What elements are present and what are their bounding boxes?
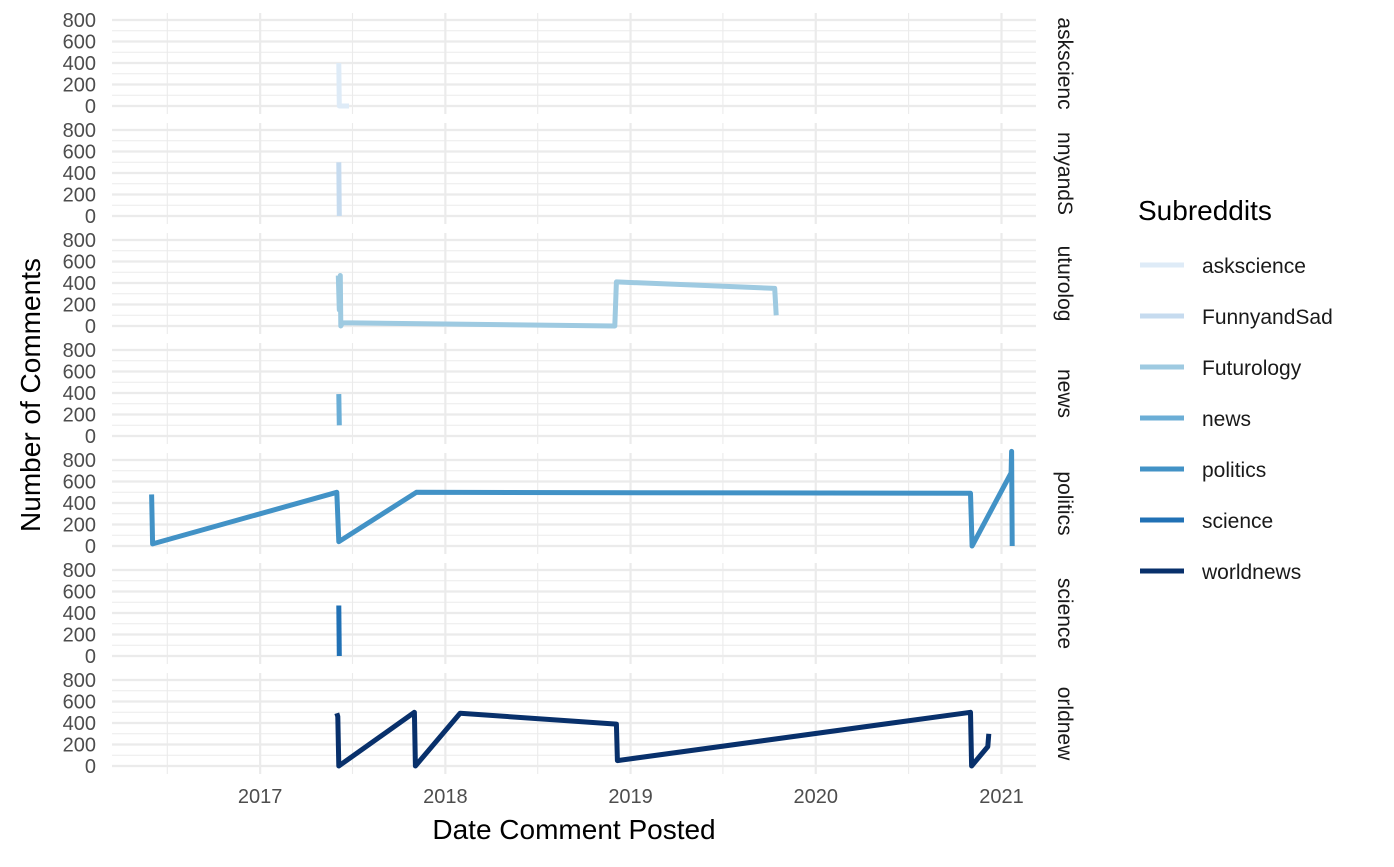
- strip-label-worldnews: orldnew: [1053, 687, 1076, 761]
- y-tick-label: 600: [63, 472, 96, 494]
- series-line-FunnyandSad: [336, 162, 342, 217]
- y-tick-label: 800: [63, 450, 96, 472]
- x-tick-label: 2021: [979, 786, 1024, 808]
- y-tick-label: 400: [63, 53, 96, 75]
- x-axis-title: Date Comment Posted: [432, 814, 715, 845]
- series-line-science: [336, 605, 342, 657]
- y-tick-label: 600: [63, 252, 96, 274]
- series-line-Futurology: [335, 273, 779, 329]
- y-tick-label: 200: [63, 185, 96, 207]
- series-line-askscience: [336, 62, 349, 109]
- strip-label-askscience: askscienc: [1053, 17, 1076, 109]
- strip-label-Futurology: uturolog: [1053, 246, 1076, 322]
- strip-label-FunnyandSad: nnyandS: [1053, 132, 1076, 215]
- y-tick-label: 200: [63, 405, 96, 427]
- y-tick-label: 800: [63, 670, 96, 692]
- legend-label-politics: politics: [1202, 459, 1266, 482]
- legend-label-news: news: [1202, 408, 1251, 431]
- series-line-news: [336, 394, 342, 426]
- y-axis-title: Number of Comments: [15, 258, 46, 532]
- legend-label-science: science: [1202, 510, 1273, 533]
- y-tick-label: 800: [63, 120, 96, 142]
- x-tick-labels: 2017 2018 2019 2020 2021: [238, 786, 1024, 808]
- y-tick-label: 600: [63, 362, 96, 384]
- y-tick-label: 200: [63, 515, 96, 537]
- strip-label-news: news: [1053, 369, 1076, 418]
- y-tick-label: 600: [63, 692, 96, 714]
- legend-label-askscience: askscience: [1202, 255, 1306, 278]
- y-tick-label: 600: [63, 32, 96, 54]
- legend-label-worldnews: worldnews: [1201, 561, 1301, 584]
- series-layer: [149, 62, 1015, 769]
- y-tick-label: 600: [63, 142, 96, 164]
- y-tick-label: 400: [63, 603, 96, 625]
- strip-label-politics: politics: [1053, 471, 1076, 535]
- y-tick-label: 0: [85, 426, 96, 448]
- legend-title: Subreddits: [1138, 195, 1272, 226]
- y-tick-label: 0: [85, 646, 96, 668]
- legend-label-Futurology: Futurology: [1202, 357, 1302, 380]
- y-tick-label: 0: [85, 756, 96, 778]
- y-tick-label: 800: [63, 340, 96, 362]
- grid-layer: [112, 13, 1036, 774]
- x-tick-label: 2017: [238, 786, 283, 808]
- y-tick-label: 800: [63, 230, 96, 252]
- y-tick-label: 600: [63, 582, 96, 604]
- y-tick-label: 0: [85, 536, 96, 558]
- series-line-worldnews: [334, 709, 992, 769]
- series-line-politics: [149, 448, 1015, 549]
- y-tick-label: 800: [63, 560, 96, 582]
- x-tick-label: 2019: [608, 786, 653, 808]
- y-tick-label: 200: [63, 295, 96, 317]
- y-tick-label: 400: [63, 273, 96, 295]
- y-tick-label: 400: [63, 383, 96, 405]
- legend-label-FunnyandSad: FunnyandSad: [1202, 306, 1333, 329]
- facet-strips: askscienc nnyandS uturolog news politics scie…: [1053, 17, 1076, 761]
- y-tick-label: 0: [85, 206, 96, 228]
- y-tick-label: 0: [85, 316, 96, 338]
- x-tick-label: 2020: [794, 786, 839, 808]
- y-tick-label: 0: [85, 96, 96, 118]
- strip-label-science: science: [1053, 578, 1076, 649]
- legend: Subreddits askscience FunnyandSad Futurolo…: [1138, 195, 1333, 584]
- y-tick-label: 200: [63, 735, 96, 757]
- y-tick-label: 400: [63, 713, 96, 735]
- x-tick-label: 2018: [423, 786, 468, 808]
- y-tick-label: 400: [63, 163, 96, 185]
- y-tick-label: 200: [63, 75, 96, 97]
- y-tick-label: 800: [63, 10, 96, 32]
- y-tick-label: 400: [63, 493, 96, 515]
- y-tick-label: 200: [63, 625, 96, 647]
- y-tick-labels: 0200400600800020040060080002004006008000…: [63, 10, 96, 778]
